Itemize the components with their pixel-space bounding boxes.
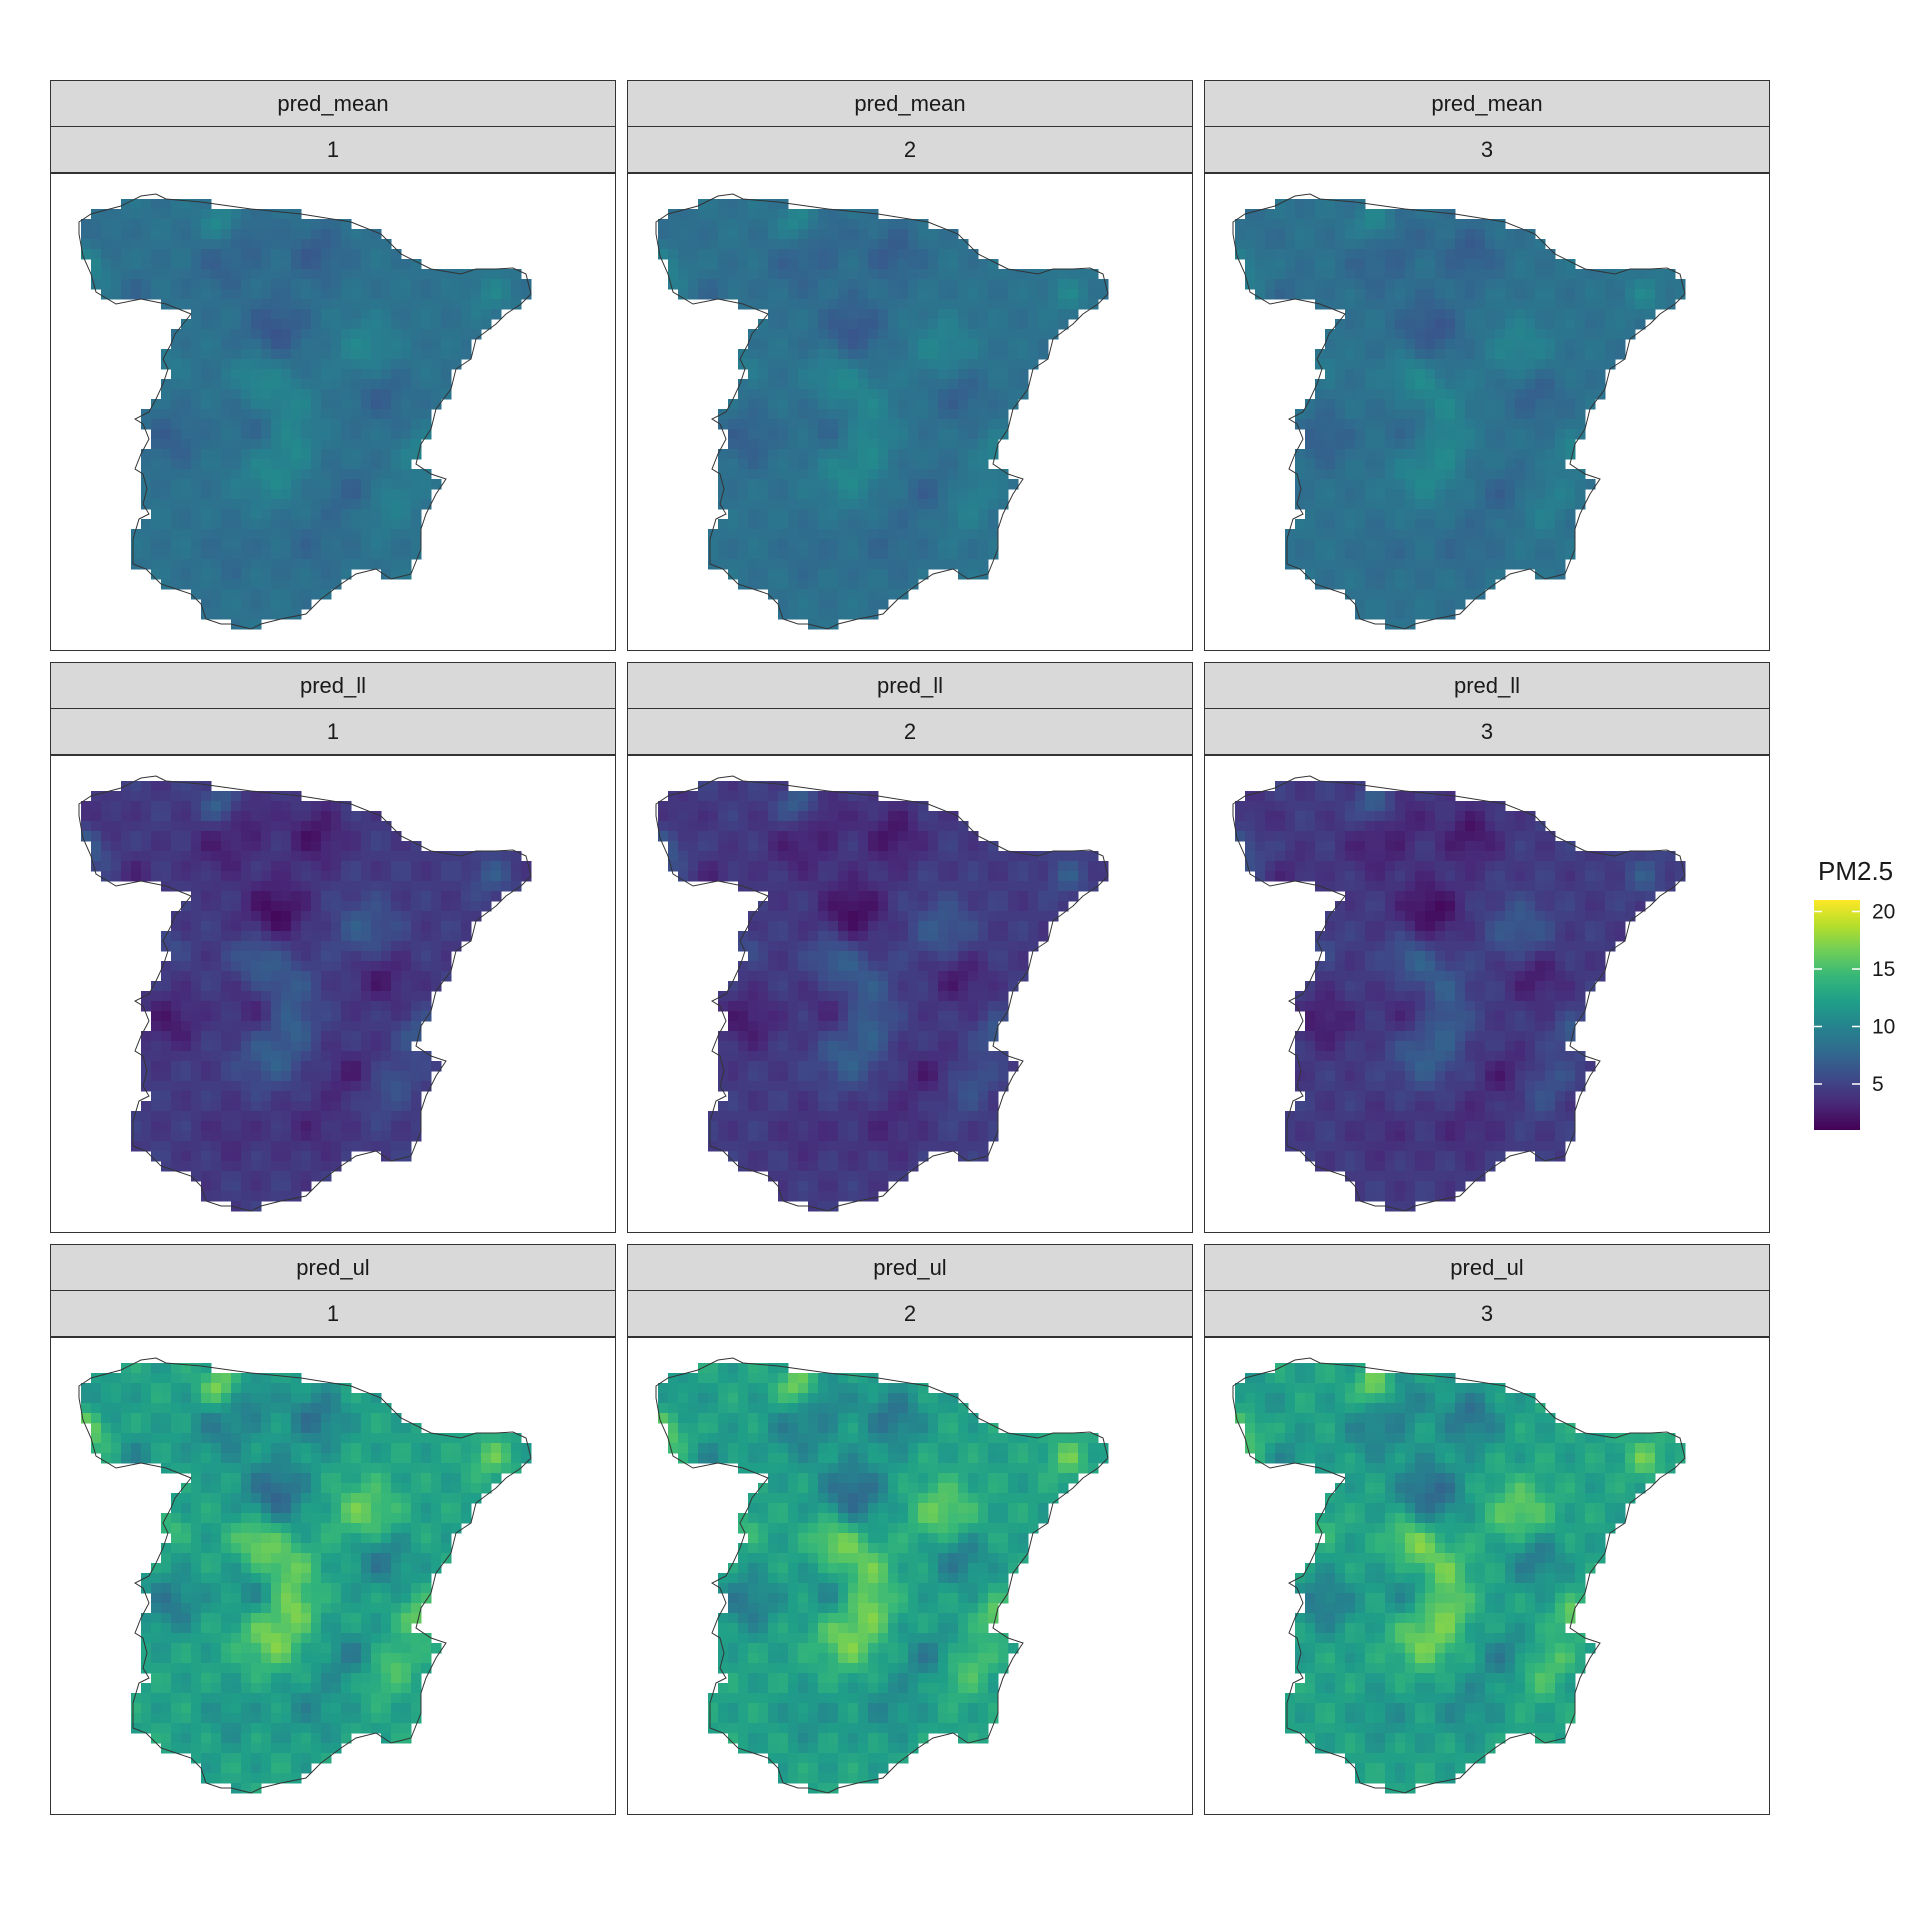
raster-cells bbox=[658, 199, 1109, 630]
spain-raster-map bbox=[78, 775, 532, 1212]
spain-raster-map bbox=[78, 1357, 532, 1794]
strip-index: 2 bbox=[627, 708, 1193, 755]
country-outline bbox=[78, 1357, 532, 1794]
facet-pred_ll-1: pred_ll 1 bbox=[50, 662, 616, 1234]
colorbar-tick-label: 5 bbox=[1872, 1073, 1884, 1096]
map-panel bbox=[50, 755, 616, 1233]
strip-variable: pred_ul bbox=[1204, 1244, 1770, 1291]
facet-pred_ll-2: pred_ll 2 bbox=[627, 662, 1193, 1234]
country-outline bbox=[655, 193, 1109, 630]
colorbar-tick-label: 15 bbox=[1872, 958, 1895, 981]
map-panel bbox=[627, 755, 1193, 1233]
raster-cells bbox=[81, 781, 532, 1212]
legend-title: PM2.5 bbox=[1818, 856, 1894, 886]
strip-variable: pred_ll bbox=[1204, 662, 1770, 709]
facet-pred_mean-3: pred_mean 3 bbox=[1204, 80, 1770, 652]
raster-cells bbox=[1235, 199, 1686, 630]
map-panel bbox=[1204, 173, 1770, 651]
strip-index: 3 bbox=[1204, 1290, 1770, 1337]
map-panel bbox=[50, 1337, 616, 1815]
strip-index: 3 bbox=[1204, 708, 1770, 755]
raster-cells bbox=[658, 781, 1109, 1212]
facet-pred_ul-1: pred_ul 1 bbox=[50, 1244, 616, 1816]
raster-cells bbox=[81, 1363, 532, 1794]
colorbar-gradient bbox=[1814, 900, 1860, 1130]
country-outline bbox=[1232, 775, 1686, 1212]
country-outline bbox=[1232, 1357, 1686, 1794]
strip-index: 2 bbox=[627, 126, 1193, 173]
map-panel bbox=[627, 1337, 1193, 1815]
strip-variable: pred_ll bbox=[50, 662, 616, 709]
strip-index: 3 bbox=[1204, 126, 1770, 173]
spain-raster-map bbox=[655, 1357, 1109, 1794]
spain-raster-map bbox=[1232, 1357, 1686, 1794]
map-panel bbox=[627, 173, 1193, 651]
country-outline bbox=[1232, 193, 1686, 630]
colorbar: 20 15 10 5 bbox=[1814, 900, 1895, 1130]
country-outline bbox=[78, 775, 532, 1212]
country-outline bbox=[78, 193, 532, 630]
strip-variable: pred_mean bbox=[1204, 80, 1770, 127]
country-outline bbox=[655, 1357, 1109, 1794]
spain-raster-map bbox=[655, 775, 1109, 1212]
raster-cells bbox=[1235, 1363, 1686, 1794]
map-panel bbox=[1204, 755, 1770, 1233]
spain-raster-map bbox=[655, 193, 1109, 630]
facet-pred_ll-3: pred_ll 3 bbox=[1204, 662, 1770, 1234]
facet-pred_ul-2: pred_ul 2 bbox=[627, 1244, 1193, 1816]
facet-pred_mean-2: pred_mean 2 bbox=[627, 80, 1193, 652]
map-panel bbox=[50, 173, 616, 651]
colorbar-tick-label: 20 bbox=[1872, 901, 1895, 924]
strip-index: 1 bbox=[50, 126, 616, 173]
facet-pred_mean-1: pred_mean 1 bbox=[50, 80, 616, 652]
strip-variable: pred_ll bbox=[627, 662, 1193, 709]
strip-variable: pred_ul bbox=[50, 1244, 616, 1291]
spain-raster-map bbox=[78, 193, 532, 630]
strip-index: 1 bbox=[50, 708, 616, 755]
raster-cells bbox=[1235, 781, 1686, 1212]
raster-cells bbox=[658, 1363, 1109, 1794]
strip-variable: pred_ul bbox=[627, 1244, 1193, 1291]
country-outline bbox=[655, 775, 1109, 1212]
map-panel bbox=[1204, 1337, 1770, 1815]
spain-raster-map bbox=[1232, 775, 1686, 1212]
strip-variable: pred_mean bbox=[50, 80, 616, 127]
facet-pred_ul-3: pred_ul 3 bbox=[1204, 1244, 1770, 1816]
raster-cells bbox=[81, 199, 532, 630]
colorbar-legend: PM2.5 20 15 10 5 bbox=[1810, 856, 1920, 1136]
strip-index: 2 bbox=[627, 1290, 1193, 1337]
strip-index: 1 bbox=[50, 1290, 616, 1337]
spain-raster-map bbox=[1232, 193, 1686, 630]
colorbar-tick-label: 10 bbox=[1872, 1016, 1895, 1039]
strip-variable: pred_mean bbox=[627, 80, 1193, 127]
